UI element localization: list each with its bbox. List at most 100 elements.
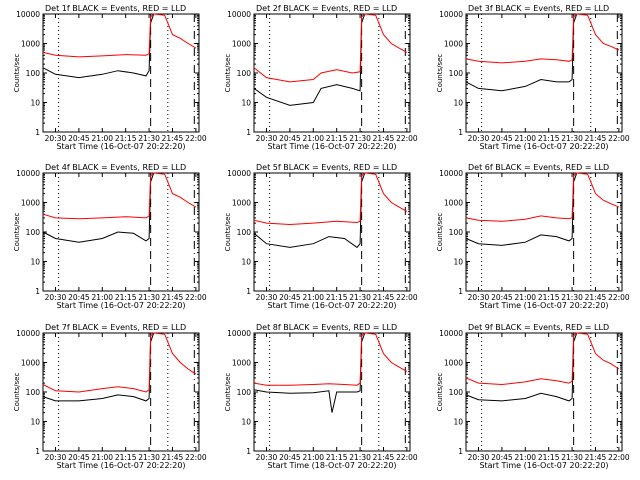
x-tick-label: 21:00 [91,453,113,462]
events-series-line [253,172,366,249]
x-tick-label: 20:45 [491,134,513,143]
y-tick-label: 1000 [21,199,40,208]
y-tick-label: 10000 [227,10,251,19]
y-tick-label: 1 [458,287,463,296]
y-axis-label: Counts/sec [436,213,444,252]
panel-title: Det 9f BLACK = Events, RED = LLD [468,323,609,332]
x-tick-label: 22:00 [608,293,630,302]
x-tick-label: 20:45 [68,293,90,302]
x-tick-label: 21:45 [585,293,607,302]
plot-frame [465,332,623,452]
x-tick-label: 21:00 [514,453,536,462]
x-tick-label: 21:30 [349,293,371,302]
x-tick-label: 21:45 [162,293,184,302]
events-series-line [42,172,155,243]
x-tick-label: 21:15 [538,134,560,143]
y-tick-label: 100 [449,228,464,237]
lld-series-line [42,13,197,58]
y-tick-label: 10 [453,418,463,427]
x-axis-label: Start Time (16-Oct-07 20:22:20) [56,142,185,151]
y-tick-label: 1 [35,287,40,296]
lld-series-line [465,332,620,386]
panel-title: Det 3f BLACK = Events, RED = LLD [468,4,609,13]
y-tick-label: 10 [453,99,463,108]
x-tick-label: 21:45 [585,134,607,143]
x-tick-label: 21:00 [302,134,324,143]
lld-series-line [253,13,408,83]
events-series-line [42,13,155,79]
y-tick-label: 10 [30,418,40,427]
plot-frame [253,172,411,292]
x-tick-label: 20:45 [68,453,90,462]
x-tick-label: 20:45 [491,293,513,302]
y-tick-label: 1000 [444,199,463,208]
events-series-line [465,13,578,92]
panel-9: Det 9f BLACK = Events, RED = LLD 1 10 100 10… [436,323,630,470]
x-tick-label: 21:45 [162,134,184,143]
x-tick-label: 20:45 [68,134,90,143]
x-tick-label: 20:45 [279,134,301,143]
plot-frame [465,172,623,292]
y-axis-label: Counts/sec [13,54,21,93]
plot-frame [42,13,200,133]
x-tick-label: 20:30 [256,453,278,462]
plot-frame [253,332,411,452]
x-axis-label: Start Time (16-Oct-07 20:22:20) [56,301,185,310]
x-tick-label: 21:30 [138,134,160,143]
y-axis-label: Counts/sec [13,373,21,412]
x-axis-label: Start Time (16-Oct-07 20:22:20) [267,301,396,310]
x-tick-label: 20:30 [45,134,67,143]
panel-7: Det 7f BLACK = Events, RED = LLD 1 10 100 10… [13,323,207,470]
y-tick-label: 10000 [439,169,463,178]
y-tick-label: 1000 [444,359,463,368]
y-tick-label: 100 [26,228,41,237]
lld-series-line [465,172,620,222]
x-tick-label: 20:45 [279,293,301,302]
x-tick-label: 21:30 [561,293,583,302]
x-axis-label: Start Time (16-Oct-07 20:22:20) [479,461,608,470]
panel-title: Det 5f BLACK = Events, RED = LLD [256,163,397,172]
y-tick-label: 1 [458,447,463,456]
x-tick-label: 22:00 [396,134,418,143]
y-axis-label: Counts/sec [13,213,21,252]
events-series-line [253,332,366,413]
lld-series-line [253,332,408,386]
y-tick-label: 100 [26,69,41,78]
x-tick-label: 22:00 [185,293,207,302]
y-tick-label: 10 [30,99,40,108]
x-tick-label: 21:00 [91,293,113,302]
x-tick-label: 22:00 [608,134,630,143]
y-tick-label: 100 [237,228,252,237]
events-series-line [465,332,578,402]
y-tick-label: 1000 [232,199,251,208]
panel-3: Det 3f BLACK = Events, RED = LLD 1 10 100 10… [436,4,630,151]
x-tick-label: 21:30 [561,134,583,143]
events-series-line [465,172,578,246]
x-tick-label: 21:45 [373,453,395,462]
lld-series-line [42,172,197,220]
x-tick-label: 20:45 [279,453,301,462]
x-tick-label: 21:15 [115,293,137,302]
x-tick-label: 21:15 [326,134,348,143]
panel-6: Det 6f BLACK = Events, RED = LLD 1 10 100 10… [436,163,630,310]
x-tick-label: 20:30 [468,293,490,302]
y-axis-label: Counts/sec [224,54,232,93]
x-tick-label: 22:00 [185,134,207,143]
y-tick-label: 1000 [21,359,40,368]
y-tick-label: 100 [237,69,252,78]
x-tick-label: 21:00 [302,293,324,302]
y-tick-label: 10 [453,258,463,267]
x-tick-label: 21:15 [326,453,348,462]
x-tick-label: 21:45 [162,453,184,462]
y-tick-label: 10 [241,418,251,427]
y-tick-label: 10 [241,258,251,267]
x-tick-label: 21:15 [538,453,560,462]
y-tick-label: 1000 [21,40,40,49]
y-tick-label: 1 [246,447,251,456]
x-tick-label: 21:30 [349,453,371,462]
y-axis-label: Counts/sec [436,54,444,93]
x-tick-label: 22:00 [185,453,207,462]
x-tick-label: 21:30 [349,134,371,143]
x-tick-label: 21:00 [514,293,536,302]
